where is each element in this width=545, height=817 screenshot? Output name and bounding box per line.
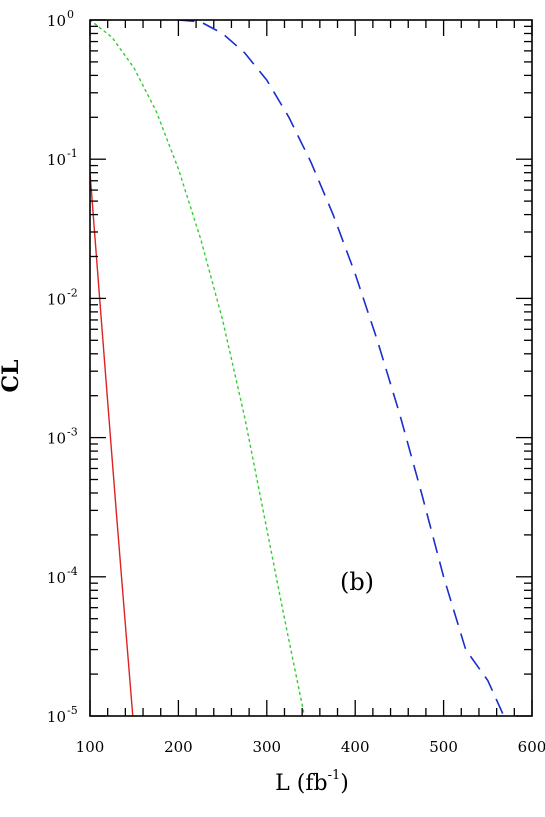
x-tick-label: 100 xyxy=(76,738,105,756)
x-tick-label: 600 xyxy=(518,738,545,756)
x-tick-label: 200 xyxy=(164,738,193,756)
ticks-layer xyxy=(89,19,533,717)
y-tick-label: 10-3 xyxy=(47,426,78,448)
x-tick-label: 400 xyxy=(341,738,370,756)
series-solid-line xyxy=(90,172,134,716)
y-tick-label: 10-4 xyxy=(47,565,78,587)
annotation-b: (b) xyxy=(340,568,374,596)
y-axis-title: CL xyxy=(0,360,24,393)
series-dotted-line xyxy=(90,20,306,716)
x-axis-title: L (fb-1) xyxy=(275,768,349,796)
labels-layer: 100 200 300 400 500 600 100 10-1 10-2 10-3 10-4 10-… xyxy=(47,8,545,756)
y-tick-label: 100 xyxy=(47,8,74,30)
series-layer xyxy=(90,20,505,716)
y-tick-label: 10-1 xyxy=(47,147,78,169)
plot-frame xyxy=(89,19,533,717)
y-tick-label: 10-5 xyxy=(47,704,78,726)
x-tick-label: 500 xyxy=(429,738,458,756)
series-dashed-line xyxy=(178,20,505,716)
y-tick-label: 10-2 xyxy=(47,286,78,308)
x-tick-label: 300 xyxy=(252,738,281,756)
